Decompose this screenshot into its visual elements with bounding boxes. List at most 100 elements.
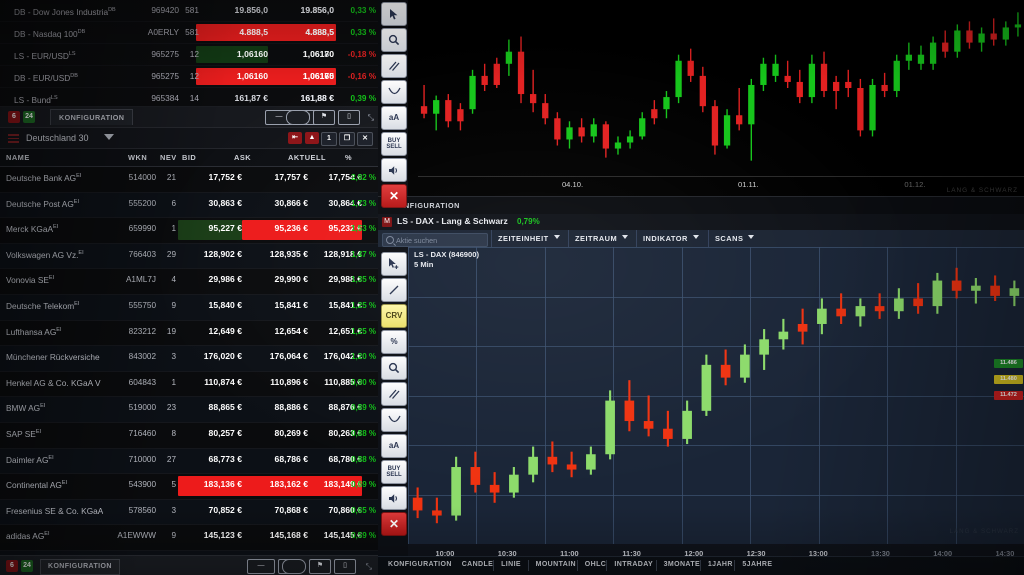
row-name: BMW AGEI <box>6 403 46 414</box>
table-row[interactable]: Deutsche TelekomEI 555750 9 15,840 € 15,841 … <box>0 294 378 321</box>
status-item[interactable]: 3MONATE <box>663 561 701 568</box>
table-row[interactable]: SAP SEEI 716460 8 80,257 € 80,269 € 80,263 €0… <box>0 423 378 449</box>
bottom-chart-statusbar: KONFIGURATION CANDLE LINIE MOUNTAIN OHLC INTR… <box>378 556 1024 575</box>
status-item[interactable]: 5JAHRE <box>742 561 773 568</box>
table-row[interactable]: Deutsche Post AGEI 555200 6 30,863 € 30,866 … <box>0 192 378 219</box>
row-percent: 1,53 % <box>351 224 376 234</box>
quote-percent: -0,16 % <box>347 72 376 81</box>
statusbar-controls-2[interactable]: ⚑ ▯ <box>282 559 356 574</box>
table-row[interactable]: Vonovia SEEI A1ML7J 4 29,986 € 29,990 € 29,98… <box>0 269 378 295</box>
page-one-icon[interactable]: 1 <box>321 132 337 146</box>
magnifier-icon[interactable] <box>381 356 407 380</box>
flag-icon[interactable]: ⚑ <box>313 110 335 125</box>
konfiguration-tab-top[interactable]: KONFIGURATION <box>50 109 134 125</box>
curve-icon[interactable] <box>381 80 407 104</box>
speaker-icon[interactable] <box>381 158 407 182</box>
quote-row[interactable]: LS - BundLS 965384 14 161,87 € 161,88 € 0,39 … <box>0 88 378 106</box>
toggle-icon[interactable] <box>286 110 310 125</box>
chevron-down-icon[interactable] <box>104 134 114 140</box>
bottom-chart-toolbar[interactable]: CRV % aA BUY SELL ✕ <box>378 250 408 550</box>
resize-icon[interactable]: ⤡ <box>365 562 372 571</box>
quote-bid: 4.888,5 <box>239 27 268 37</box>
table-row[interactable]: Merck KGaAEI 659990 1 95,227 € 95,236 € 95,23… <box>0 218 378 244</box>
buy-sell-button[interactable]: BUY SELL <box>381 460 407 484</box>
konfiguration-tab-bottom[interactable]: KONFIGURATION <box>40 559 120 575</box>
status-item[interactable]: MOUNTAIN <box>535 561 576 568</box>
quote-percent: 0,33 % <box>350 28 377 37</box>
curve-icon[interactable] <box>381 408 407 432</box>
column-header-wkn: WKN <box>128 153 148 162</box>
text-size-icon[interactable]: aA <box>381 106 407 130</box>
alert-icon[interactable]: ▲ <box>305 132 319 144</box>
top-chart-panel: 04.10. 01.11. 01.12. LANG & SCHWARZ <box>378 0 1024 196</box>
toggle-icon[interactable] <box>282 559 306 574</box>
mobile-icon[interactable]: ▯ <box>334 559 356 574</box>
close-icon[interactable]: ✕ <box>381 184 407 208</box>
table-row[interactable]: Daimler AGEI 710000 27 68,773 € 68,786 € 68,7… <box>0 448 378 475</box>
instrument-name: LS - DAX (846900) <box>414 250 479 259</box>
quote-ask: 4.888,5 <box>305 27 334 37</box>
cursor-icon[interactable] <box>381 2 407 26</box>
parallel-lines-icon[interactable] <box>381 54 407 78</box>
speaker-icon[interactable] <box>381 486 407 510</box>
magnifier-icon[interactable] <box>381 28 407 52</box>
table-row[interactable]: Henkel AG & Co. KGaA V 604843 1 110,874 € 11… <box>0 372 378 398</box>
watchlist-selector-label[interactable]: Deutschland 30 <box>26 133 89 143</box>
row-current: 70,860 € <box>328 504 362 515</box>
dropdown-zeiteinheit[interactable]: ZEITEINHEIT <box>491 230 566 247</box>
status-separator <box>734 560 736 571</box>
top-chart-konfiguration-label[interactable]: KONFIGURATION <box>392 201 460 210</box>
table-row[interactable]: BMW AGEI 519000 23 88,865 € 88,886 € 88,876 €… <box>0 397 378 423</box>
table-row[interactable]: Münchener Rückversiche 843002 3 176,020 € 17… <box>0 346 378 372</box>
table-row[interactable]: Lufthansa AGEI 823212 19 12,649 € 12,654 € 12… <box>0 321 378 347</box>
buy-sell-button[interactable]: BUY SELL <box>381 132 407 156</box>
table-row[interactable]: adidas AGEI A1EWWW 9 145,123 € 145,168 € 145,… <box>0 525 378 551</box>
quote-bid: 19.856,0 <box>234 5 268 15</box>
windows-icon[interactable]: ❐ <box>339 132 355 146</box>
table-row[interactable]: Fresenius SE & Co. KGaA 578560 3 70,852 € 70… <box>0 499 378 526</box>
cursor-plus-icon[interactable] <box>381 252 407 276</box>
crv-button[interactable]: CRV <box>381 304 407 328</box>
dropdown-indikator[interactable]: INDIKATOR <box>636 230 705 247</box>
top-chart-xtick: 01.11. <box>737 180 759 189</box>
parallel-lines-icon[interactable] <box>381 382 407 406</box>
resize-icon[interactable]: ⤡ <box>367 113 374 122</box>
quote-row[interactable]: LS - EUR/USDLS 965275 12 1,06160 1,06180 -0,1… <box>0 44 378 66</box>
quote-name: LS - EUR/USDLS <box>14 50 76 61</box>
status-item[interactable]: KONFIGURATION <box>388 561 452 568</box>
row-current: 183,149 € <box>323 479 362 490</box>
bottom-chart-plot[interactable]: 11.486 11.480 11.472 <box>408 247 1024 545</box>
dropdown-scans[interactable]: SCANS <box>708 230 760 247</box>
row-nev: 9 <box>171 531 176 541</box>
quote-row[interactable]: DB - Nasdaq 100DB A0ERLY 581 4.888,5 4.888,5… <box>0 22 378 44</box>
status-item[interactable]: INTRADAY <box>614 561 654 568</box>
dropdown-zeitraum[interactable]: ZEITRAUM <box>568 230 634 247</box>
menu-icon[interactable] <box>8 134 19 143</box>
quote-row[interactable]: DB - EUR/USDDB 965275 12 1,06160 1,06170 -0,1… <box>0 66 378 88</box>
window-controls-top-2[interactable]: ⚑ ▯ <box>286 110 360 125</box>
table-row[interactable]: Continental AGEI 543900 5 183,136 € 183,162 … <box>0 474 378 500</box>
line-icon[interactable] <box>381 278 407 302</box>
quote-bid: 1,06160 <box>236 71 268 81</box>
search-placeholder: Aktie suchen <box>396 235 438 245</box>
status-item[interactable]: OHLC <box>584 561 607 568</box>
status-item[interactable]: CANDLE <box>461 561 494 568</box>
status-item[interactable]: 1JAHR <box>707 561 733 568</box>
percent-icon[interactable]: % <box>381 330 407 354</box>
close-icon[interactable]: ✕ <box>357 132 373 146</box>
top-chart-plot[interactable] <box>418 0 1024 176</box>
status-separator <box>699 560 701 571</box>
text-size-icon[interactable]: aA <box>381 434 407 458</box>
row-name: SAP SEEI <box>6 428 42 439</box>
top-chart-toolbar[interactable]: aA BUY SELL ✕ <box>378 0 408 208</box>
quote-row[interactable]: DB - Dow Jones IndustriaDB 969420 581 19.85… <box>0 0 378 22</box>
mobile-icon[interactable]: ▯ <box>338 110 360 125</box>
collapse-icon[interactable]: ⇤ <box>288 132 302 144</box>
table-row[interactable]: Volkswagen AG Vz.EI 766403 29 128,902 € 128,… <box>0 243 378 270</box>
table-row[interactable]: Deutsche Bank AGEI 514000 21 17,752 € 17,757… <box>0 167 378 193</box>
status-item[interactable]: LINIE <box>501 561 521 568</box>
close-icon[interactable]: ✕ <box>381 512 407 536</box>
minimize-icon[interactable]: — <box>247 559 275 574</box>
search-input[interactable]: Aktie suchen <box>382 232 488 247</box>
flag-icon[interactable]: ⚑ <box>309 559 331 574</box>
